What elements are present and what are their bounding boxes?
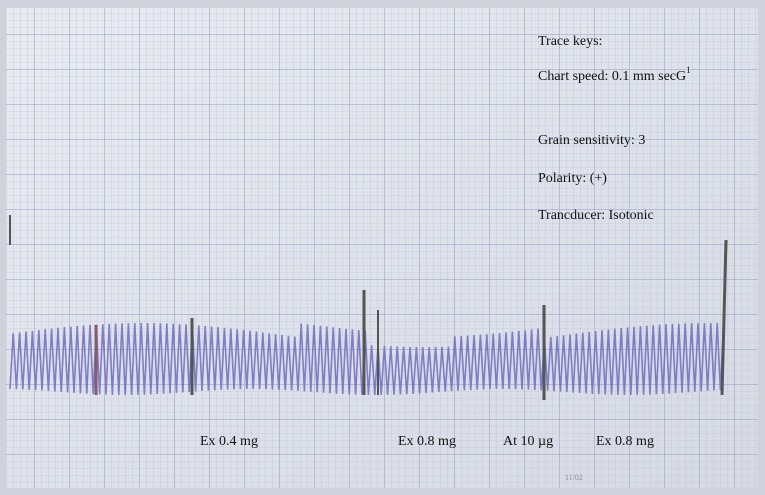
key-text: Chart speed: 0.1 mm secG xyxy=(538,69,686,84)
key-item: Trancducer: Isotonic xyxy=(538,208,654,223)
page-mark: 11/02 xyxy=(565,473,583,482)
annotation: At 10 µg xyxy=(503,434,553,449)
key-superscript: 1 xyxy=(686,65,691,75)
key-item: Polarity: (+) xyxy=(538,171,607,186)
keys-title: Trace keys: xyxy=(538,34,602,49)
annotation: Ex 0.8 mg xyxy=(398,434,456,449)
key-item: Grain sensitivity: 3 xyxy=(538,133,645,148)
annotation: Ex 0.4 mg xyxy=(200,434,258,449)
annotation: Ex 0.8 mg xyxy=(596,434,654,449)
photo: Trace keys: Chart speed: 0.1 mm secG1 Gr… xyxy=(0,0,765,495)
page: Trace keys: Chart speed: 0.1 mm secG1 Gr… xyxy=(0,0,765,495)
